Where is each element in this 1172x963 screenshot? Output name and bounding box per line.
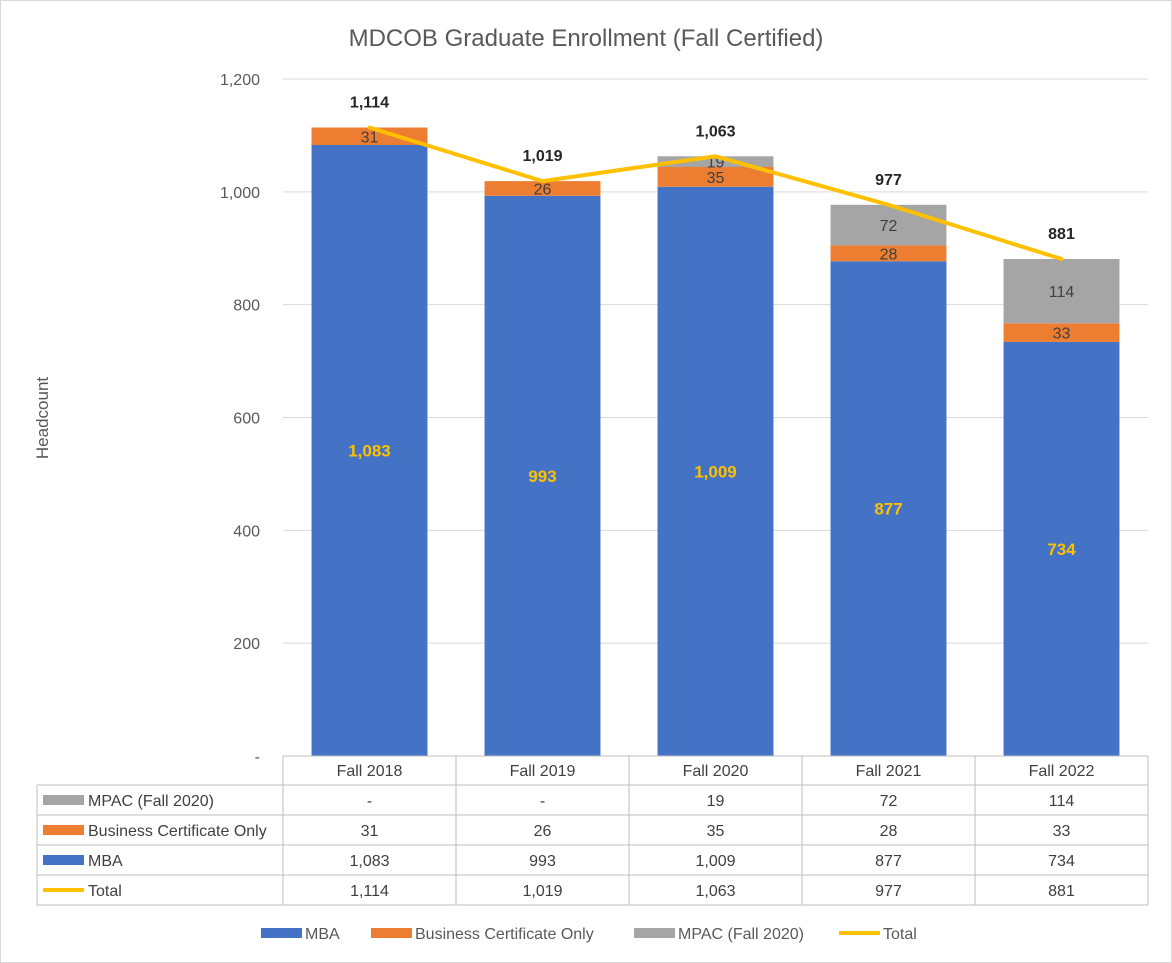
legend: MBA Business Certificate Only MPAC (Fall 2… xyxy=(261,926,917,943)
bar-data-label: 31 xyxy=(361,129,379,146)
y-tick-label: 1,000 xyxy=(220,185,260,202)
y-tick-label: - xyxy=(255,749,260,766)
y-tick-label: 400 xyxy=(233,523,260,540)
category-label: Fall 2019 xyxy=(510,763,576,780)
bar-data-label: 877 xyxy=(874,500,902,519)
table-row-label: MBA xyxy=(88,853,123,870)
data-table: Fall 2018 Fall 2019 Fall 2020 Fall 2021 Fall… xyxy=(36,755,1149,906)
bar-segment xyxy=(1003,323,1120,342)
bar-segment xyxy=(484,181,601,196)
bar-data-label: 33 xyxy=(1053,326,1071,343)
bar-segment xyxy=(830,261,947,756)
table-row-label: Business Certificate Only xyxy=(88,823,267,840)
bar-segment xyxy=(657,156,774,168)
y-tick-label: 600 xyxy=(233,411,260,428)
total-data-label: 881 xyxy=(1048,226,1075,243)
legend-entry: MPAC (Fall 2020) xyxy=(678,926,804,943)
bars xyxy=(311,127,1120,757)
legend-key-box xyxy=(43,795,84,805)
table-cell: 31 xyxy=(361,823,379,840)
table-cell: 1,083 xyxy=(349,853,389,870)
bar-data-label: 26 xyxy=(534,181,552,198)
category-label: Fall 2018 xyxy=(337,763,403,780)
legend-entry: Business Certificate Only xyxy=(415,926,594,943)
y-tick-label: 200 xyxy=(233,636,260,653)
table-row-label: Total xyxy=(88,883,122,900)
table-cell: 26 xyxy=(534,823,552,840)
bar-data-label: 1,083 xyxy=(348,442,391,461)
bar-data-label: 114 xyxy=(1049,284,1075,301)
category-label: Fall 2021 xyxy=(856,763,922,780)
table-cell: 114 xyxy=(1049,793,1075,810)
table-cell: 881 xyxy=(1048,883,1075,900)
chart-title: MDCOB Graduate Enrollment (Fall Certifie… xyxy=(349,25,824,52)
table-cell: 1,063 xyxy=(695,883,735,900)
bar-data-label: 1,009 xyxy=(694,462,737,481)
bar-segment xyxy=(830,204,947,246)
table-cell: - xyxy=(540,793,545,810)
bar-data-label: 72 xyxy=(880,218,898,235)
table-cell: 1,019 xyxy=(522,883,562,900)
total-data-label: 1,019 xyxy=(522,148,562,165)
bar-segment xyxy=(311,127,428,146)
bar-segment xyxy=(1003,341,1120,756)
legend-key-box xyxy=(371,928,412,938)
table-cell: 72 xyxy=(880,793,898,810)
legend-key-box xyxy=(634,928,675,938)
legend-key-box xyxy=(261,928,302,938)
bar-segment xyxy=(311,145,428,756)
total-data-label: 1,114 xyxy=(350,95,389,112)
category-label: Fall 2020 xyxy=(683,763,749,780)
legend-entry: Total xyxy=(883,926,917,943)
bar-data-label: 35 xyxy=(707,170,725,187)
bar-segment xyxy=(1003,258,1120,324)
bar-segment xyxy=(484,195,601,757)
bar-data-label: 993 xyxy=(528,467,556,486)
table-cell: 35 xyxy=(707,823,725,840)
y-tick-label: 1,200 xyxy=(220,72,260,89)
table-cell: 33 xyxy=(1053,823,1071,840)
legend-entry: MBA xyxy=(305,926,340,943)
table-cell: 19 xyxy=(707,793,725,810)
legend-key-box xyxy=(43,855,84,865)
table-row-label: MPAC (Fall 2020) xyxy=(88,793,214,810)
bar-segment xyxy=(657,167,774,187)
y-tick-label: 800 xyxy=(233,298,260,315)
legend-key-box xyxy=(43,825,84,835)
total-data-label: 1,063 xyxy=(695,123,735,140)
table-cell: 1,114 xyxy=(350,883,389,900)
bar-segment xyxy=(830,245,947,262)
table-cell: - xyxy=(367,793,372,810)
bar-data-label: 734 xyxy=(1047,540,1076,559)
category-label: Fall 2022 xyxy=(1029,763,1095,780)
table-cell: 877 xyxy=(875,853,902,870)
total-data-labels: 1,114 1,019 1,063 977 881 xyxy=(350,95,1075,243)
total-line-series xyxy=(367,125,1064,261)
table-cell: 977 xyxy=(875,883,902,900)
y-axis-label: Headcount xyxy=(33,377,52,460)
bar-segment xyxy=(657,186,774,756)
table-cell: 28 xyxy=(880,823,898,840)
bar-data-label: 28 xyxy=(880,246,898,263)
table-cell: 1,009 xyxy=(695,853,735,870)
total-line xyxy=(367,125,1064,261)
y-axis-ticks: - 200 400 600 800 1,000 1,200 xyxy=(220,72,260,766)
table-cell: 734 xyxy=(1048,853,1075,870)
total-data-label: 977 xyxy=(875,172,902,189)
table-cell: 993 xyxy=(529,853,556,870)
